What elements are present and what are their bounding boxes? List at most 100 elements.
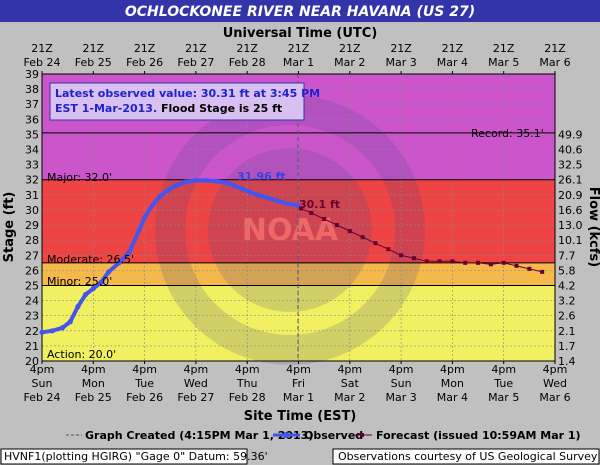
observed-point [213, 178, 220, 184]
top-axis-title: Universal Time (UTC) [223, 26, 378, 41]
footer-right-box [332, 448, 600, 465]
flow-tick-label: 20.9 [558, 189, 583, 202]
bottom-tick-date: Feb 28 [229, 391, 266, 404]
bottom-tick-weekday: Sun [32, 377, 53, 390]
stage-tick-label: 37 [25, 98, 39, 111]
observed-point [224, 180, 230, 186]
forecast-series-line [300, 207, 543, 273]
observed-point [275, 198, 281, 204]
flow-tick-label: 3.2 [558, 295, 576, 308]
forecast-point [360, 235, 365, 240]
stage-tick-label: 26 [25, 264, 39, 277]
observed-point [149, 202, 155, 209]
observed-point [183, 179, 189, 185]
bottom-tick-time: 4pm [184, 363, 209, 376]
flow-tick-label: 7.7 [558, 249, 576, 262]
info-box-date: EST 1-Mar-2013. [55, 102, 157, 115]
top-tick-label: 21Z [236, 42, 258, 55]
observed-point [203, 177, 209, 184]
bottom-tick-date: Feb 25 [75, 391, 112, 404]
observed-point [172, 183, 178, 189]
forecast-point [299, 206, 304, 211]
observed-point [116, 260, 122, 266]
moderate-flood-band [42, 179, 555, 263]
stage-tick-label: 29 [25, 219, 39, 232]
bottom-tick-weekday: Tue [134, 377, 154, 390]
flow-tick-label: 13.0 [558, 219, 583, 232]
forecast-point [399, 253, 404, 258]
info-box-line1: Latest observed value: 30.31 ft at 3:45 … [55, 87, 320, 100]
stage-tick-label: 32 [25, 174, 39, 187]
forecast-point [450, 259, 455, 264]
info-box-line2: EST 1-Mar-2013. Flood Stage is 25 ft [55, 102, 282, 115]
bottom-tick-date: Mar 4 [437, 391, 468, 404]
bottom-tick-time: 4pm [132, 363, 157, 376]
bottom-tick-weekday: Sun [391, 377, 412, 390]
flow-tick-label: 16.6 [558, 204, 583, 217]
bottom-tick-weekday: Fri [292, 377, 305, 390]
bottom-tick-date: Mar 5 [488, 391, 519, 404]
info-box [49, 82, 305, 121]
bottom-tick-weekday: Wed [543, 377, 567, 390]
top-tick-label: 21Z [83, 42, 105, 55]
stage-tick-label: 38 [25, 83, 39, 96]
footer-left-box [0, 448, 248, 465]
bottom-tick-weekday: Mon [441, 377, 464, 390]
forecast-point [424, 259, 429, 264]
right-axis-title: Flow (kcfs) [586, 187, 600, 267]
top-tick-label: 21Z [442, 42, 464, 55]
legend-created-label: Graph Created (4:15PM Mar 1, 2013) [85, 429, 313, 442]
bottom-tick-date: Mar 1 [283, 391, 314, 404]
info-box-flood-stage: Flood Stage is 25 ft [157, 102, 282, 115]
forecast-point [334, 223, 339, 228]
forecast-point [463, 260, 468, 265]
top-tick-date: Feb 27 [177, 56, 214, 69]
top-tick-label: 21Z [185, 42, 207, 55]
observed-point [294, 202, 301, 208]
observed-point [254, 192, 261, 198]
action-label: Action: 20.0' [47, 348, 116, 361]
observed-point [142, 214, 148, 221]
bottom-tick-date: Feb 24 [24, 391, 61, 404]
observed-point [231, 183, 237, 189]
observed-point [265, 195, 271, 201]
forecast-point [347, 229, 352, 234]
legend-forecast-label: Forecast (issued 10:59AM Mar 1) [376, 429, 581, 442]
flow-tick-label: 49.9 [558, 128, 583, 141]
bottom-tick-weekday: Thu [236, 377, 258, 390]
top-tick-date: Mar 4 [437, 56, 468, 69]
minor-label: Minor: 25.0' [47, 275, 112, 288]
top-tick-label: 21Z [31, 42, 53, 55]
observed-point [165, 187, 171, 193]
observed-point [193, 177, 199, 183]
observed-point [98, 279, 104, 286]
stage-tick-label: 39 [25, 68, 39, 81]
forecast-start-label: 30.1 ft [299, 198, 340, 211]
flow-tick-label: 4.2 [558, 279, 576, 292]
major-label: Major: 32.0' [47, 171, 112, 184]
forecast-point [488, 262, 493, 267]
flow-tick-label: 2.1 [558, 325, 576, 338]
bottom-tick-date: Mar 2 [334, 391, 365, 404]
flow-tick-label: 10.1 [558, 234, 583, 247]
forecast-point [476, 260, 481, 265]
forecast-point [411, 256, 416, 261]
bottom-tick-time: 4pm [491, 363, 516, 376]
legend: Graph Created (4:15PM Mar 1, 2013) Obser… [66, 429, 581, 442]
observed-point [39, 329, 45, 335]
bottom-tick-time: 4pm [440, 363, 465, 376]
bottom-tick-weekday: Mon [82, 377, 105, 390]
footer-credit: Observations courtesy of US Geological S… [338, 450, 598, 463]
forecast-point [437, 259, 442, 264]
observed-point [247, 189, 253, 195]
observed-point [59, 325, 66, 331]
forecast-point [501, 260, 506, 265]
footer-datum: HVNF1(plotting HGIRG) "Gage 0" Datum: 59… [4, 450, 268, 463]
stage-tick-label: 25 [25, 279, 39, 292]
top-tick-date: Mar 2 [334, 56, 365, 69]
observed-point [106, 269, 112, 275]
observed-point [90, 285, 96, 292]
bottom-tick-weekday: Wed [184, 377, 208, 390]
